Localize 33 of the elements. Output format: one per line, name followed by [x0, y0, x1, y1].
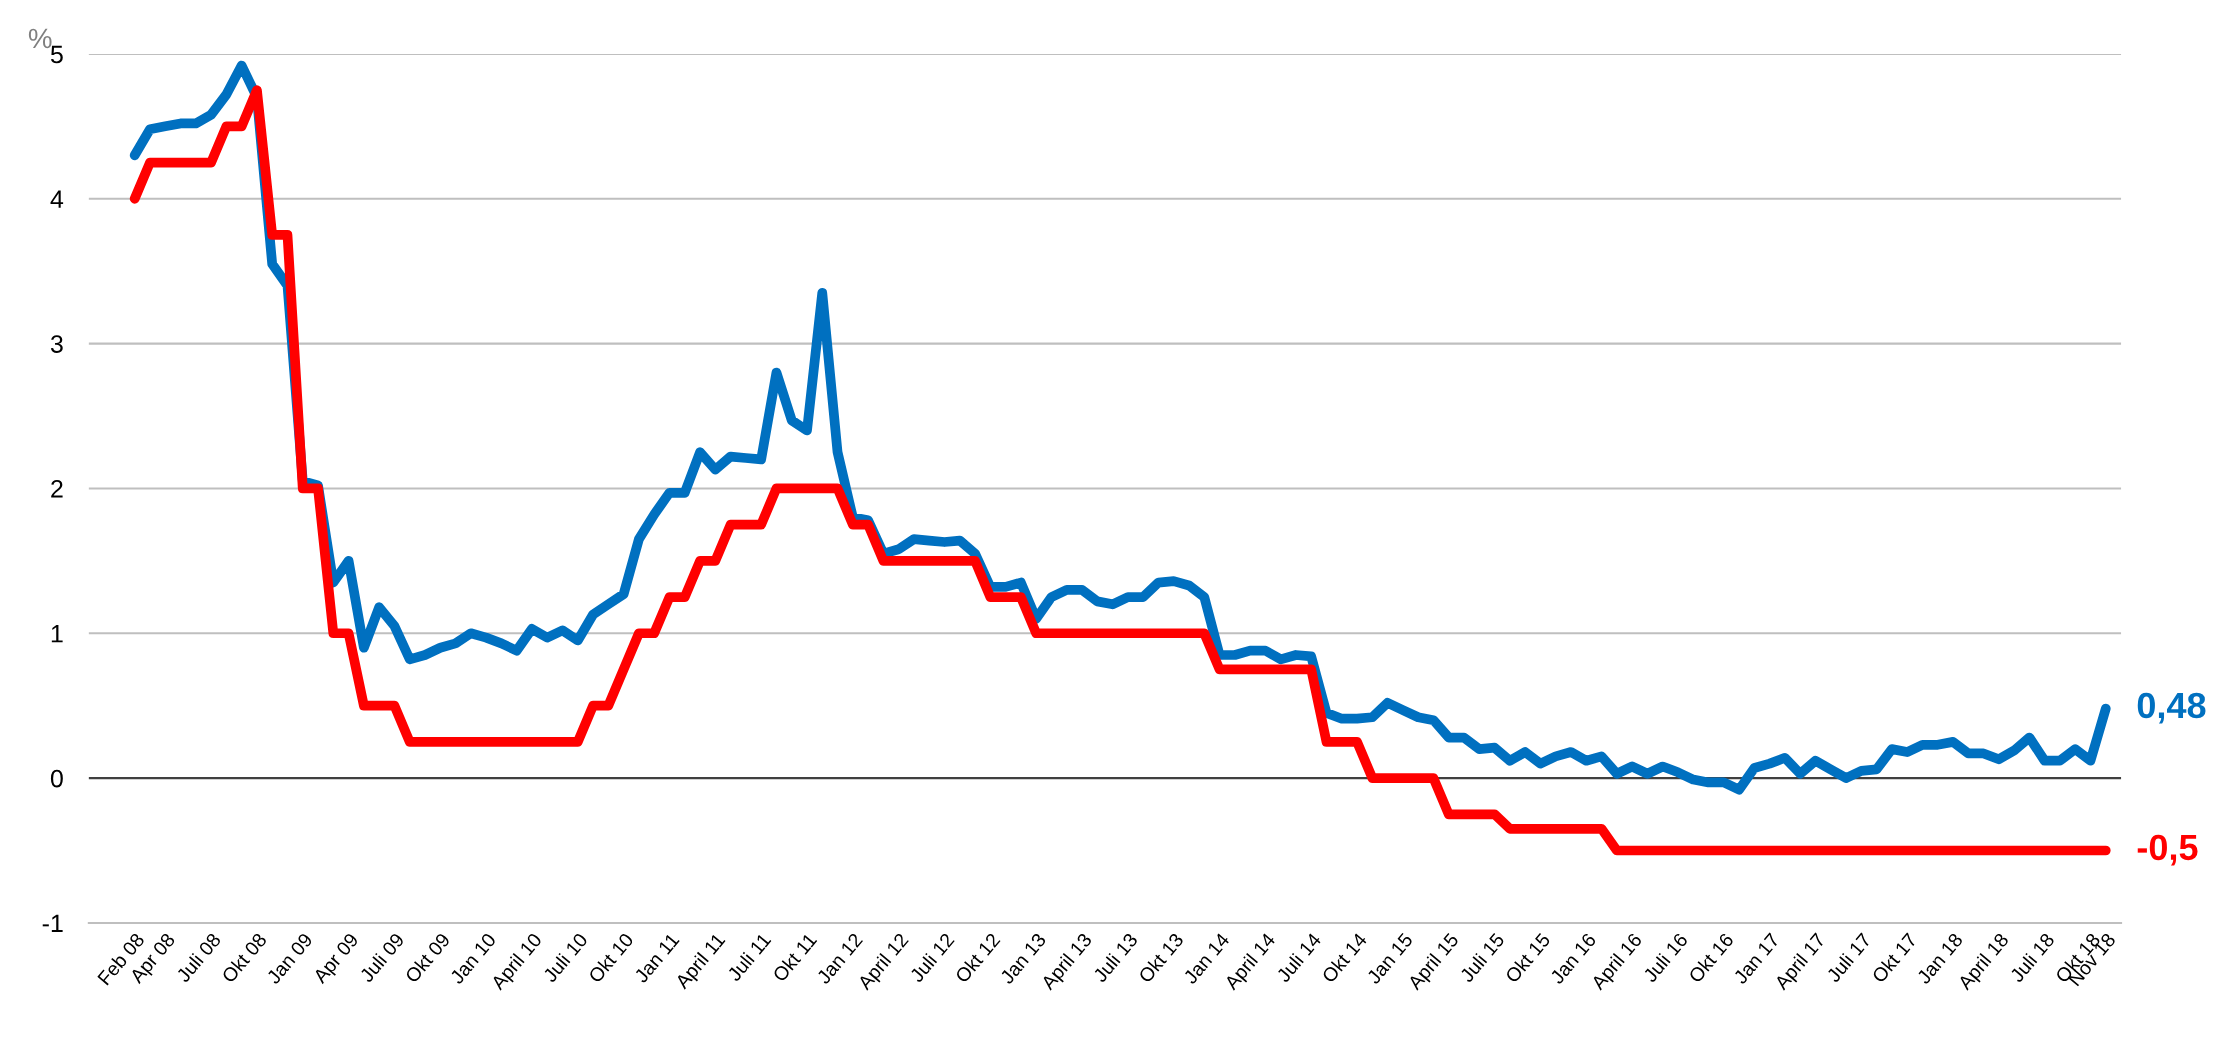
- x-tick-label: Okt 16: [1687, 931, 1735, 984]
- x-tick-label: Okt 08: [220, 931, 268, 984]
- y-tick-label: 4: [50, 190, 64, 208]
- y-tick-label: 0: [50, 769, 63, 788]
- y-axis-title: %: [28, 28, 52, 49]
- x-tick-label: Okt 12: [954, 932, 1001, 984]
- x-tick-label: Juli 08: [175, 931, 222, 984]
- x-tick-label: Jan 09: [265, 932, 314, 985]
- y-tick-label: 3: [50, 335, 63, 353]
- x-tick-label: Okt 15: [1504, 931, 1551, 984]
- x-tick-label: Okt 10: [587, 931, 635, 984]
- y-tick-label: 1: [51, 625, 63, 643]
- x-tick-label: Juli 11: [726, 931, 772, 983]
- x-tick-label: Okt 13: [1137, 931, 1185, 984]
- x-tick-label: Juli 14: [1275, 931, 1322, 984]
- x-tick-label: Juli 17: [1825, 932, 1872, 984]
- x-tick-label: Juli 13: [1091, 931, 1139, 984]
- x-tick-label: Juli 15: [1458, 931, 1505, 984]
- x-tick-label: Juli 10: [541, 931, 589, 984]
- x-tick-label: Okt 09: [404, 931, 451, 984]
- x-tick-label: Okt 17: [1870, 932, 1918, 984]
- annotation: -0,5: [2137, 834, 2198, 866]
- y-tick-label: 5: [50, 45, 63, 64]
- x-tick-label: Okt 11: [771, 931, 818, 983]
- y-tick-label: -1: [42, 914, 63, 932]
- x-tick-label: Juli 16: [1642, 931, 1689, 984]
- y-tick-label: 2: [51, 480, 63, 498]
- x-tick-label: Juli 09: [358, 931, 405, 984]
- x-tick-label: Juli 12: [908, 932, 955, 984]
- x-tick-label: Juli 18: [2008, 931, 2056, 984]
- x-tick-label: Okt 14: [1320, 931, 1368, 984]
- annotation: 0,48: [2137, 692, 2206, 724]
- x-tick-label: Apr 09: [312, 932, 359, 985]
